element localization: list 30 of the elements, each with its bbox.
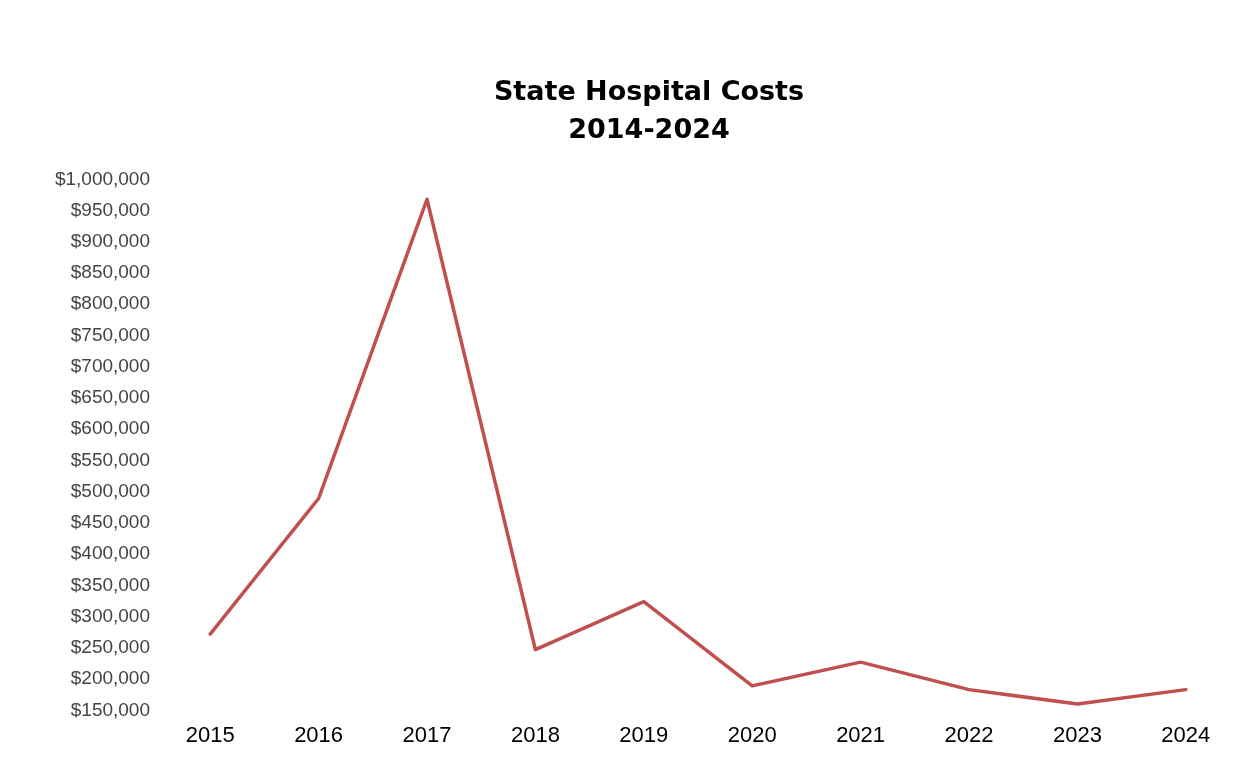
x-tick-label: 2017 <box>402 721 452 747</box>
y-tick-label: $150,000 <box>70 698 150 720</box>
x-tick-label: 2024 <box>1161 721 1211 747</box>
y-tick-label: $650,000 <box>70 386 150 408</box>
x-tick-label: 2015 <box>185 721 235 747</box>
y-tick-label: $200,000 <box>70 667 150 689</box>
y-tick-label: $250,000 <box>70 636 150 658</box>
chart-title: State Hospital Costs 2014-2024 <box>493 74 805 144</box>
y-tick-label: $900,000 <box>70 229 150 251</box>
y-tick-label: $350,000 <box>70 573 150 595</box>
x-tick-label: 2020 <box>727 721 777 747</box>
y-tick-label: $700,000 <box>70 354 150 376</box>
y-tick-label: $400,000 <box>70 542 150 564</box>
y-tick-label: $800,000 <box>70 292 150 314</box>
x-tick-label: 2019 <box>619 721 669 747</box>
x-tick-label: 2016 <box>294 721 344 747</box>
y-tick-label: $1,000,000 <box>54 167 150 189</box>
y-tick-label: $500,000 <box>70 479 150 501</box>
y-tick-label: $850,000 <box>70 261 150 283</box>
y-tick-label: $600,000 <box>70 417 150 439</box>
line-series <box>208 197 1188 706</box>
y-tick-label: $550,000 <box>70 448 150 470</box>
y-tick-label: $750,000 <box>70 323 150 345</box>
y-tick-label: $450,000 <box>70 511 150 533</box>
y-tick-label: $950,000 <box>70 198 150 220</box>
x-tick-label: 2022 <box>944 721 994 747</box>
y-tick-label: $300,000 <box>70 604 150 626</box>
x-tick-label: 2023 <box>1052 721 1102 747</box>
x-tick-label: 2018 <box>510 721 560 747</box>
x-tick-label: 2021 <box>836 721 886 747</box>
